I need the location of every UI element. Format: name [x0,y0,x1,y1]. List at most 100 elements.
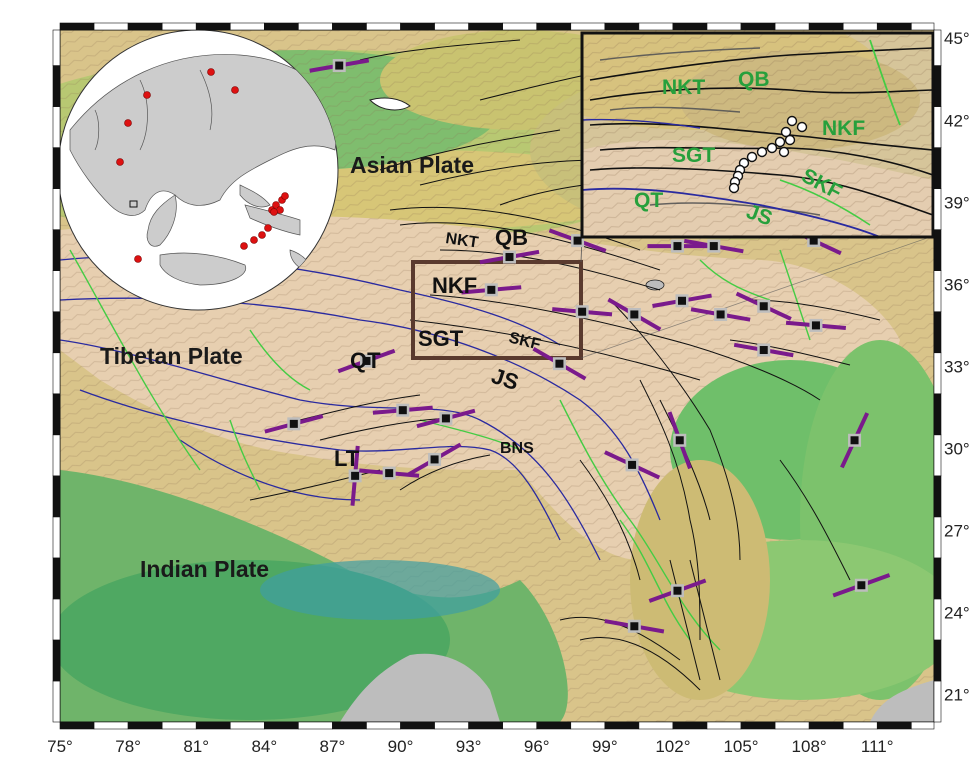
frame-segment-right [933,147,942,189]
frame-segment-left [52,516,61,559]
green-fault-lines [69,249,811,651]
qb-label: QB [495,225,528,250]
frame-segment-top [332,22,367,31]
station-marker [809,236,818,245]
station-marker [505,253,514,262]
station-2 [479,249,540,265]
frame-segment-right [933,106,942,148]
frame-segment-left [52,65,61,107]
frame-segment-left [52,147,61,189]
frame-segment-top [740,22,776,31]
station-23 [604,450,661,480]
frame-segment-bottom [536,721,572,730]
frame-segment-top [536,22,572,31]
frame-segment-bottom [910,721,935,730]
frame-segment-top [434,22,469,31]
frame-segment-top [502,22,538,31]
inset-stations [728,115,808,194]
station-marker [716,310,725,319]
frame-segment-bottom [195,721,231,730]
frame-segment-left [52,475,61,518]
station-21 [348,445,362,506]
station-28 [832,573,891,598]
frame-segment-left [52,639,61,682]
station-24 [667,411,692,470]
nkf-label: NKF [432,273,477,298]
station-19 [416,408,476,429]
station-marker [555,359,564,368]
frame-segment-bottom [502,721,538,730]
station-marker [673,586,682,595]
frame-segment-left [52,270,61,313]
station-marker [678,296,687,305]
frame-segment-right [933,188,942,230]
frame-segment-bottom [59,721,95,730]
frame-segment-bottom [774,721,810,730]
lon-tick-label: 105° [723,737,758,756]
station-3 [461,283,522,297]
lon-tick-label: 78° [115,737,141,756]
station-26 [648,578,707,603]
frame-segment-right [933,557,942,600]
frame-segment-bottom [842,721,878,730]
frame-segment-left [52,106,61,148]
station-marker [759,346,768,355]
station-14 [733,342,794,358]
frame-segment-top [264,22,299,31]
frame-segment-bottom [638,721,674,730]
station-16 [532,346,587,381]
lat-tick-label: 24° [944,604,970,623]
frame-segment-top [93,22,129,31]
lon-tick-label: 93° [456,737,482,756]
station-10 [652,293,712,308]
lon-tick-label: 96° [524,737,550,756]
frame-segment-top [876,22,912,31]
lat-tick-label: 36° [944,275,970,294]
frame-segment-right [933,270,942,313]
station-11 [690,307,751,322]
tibetan-plate-label: Tibetan Plate [100,343,243,369]
frame-segment-bottom [434,721,469,730]
station-1 [309,58,370,73]
frame-segment-top [570,22,606,31]
frame-segment-right [933,229,942,271]
globe-event-dots [116,68,289,263]
frame-segment-bottom [400,721,435,730]
frame-segment-left [52,434,61,477]
station-marker [759,302,768,311]
frame-segment-bottom [808,721,844,730]
lat-tick-label: 21° [944,686,970,705]
frame-segment-left [52,393,61,436]
nkt-label: NKT [444,230,479,251]
station-15 [337,348,396,374]
frame-segment-left [52,311,61,354]
frame-segment-top [706,22,742,31]
lat-tick-label: 30° [944,439,970,458]
qt-label: QT [350,348,381,373]
frame-segment-right [933,352,942,395]
frame-segment-top [774,22,810,31]
frame-segment-bottom [706,721,742,730]
frame-segment-bottom [229,721,265,730]
inset-sgt-label: SGT [672,144,715,167]
frame-segment-top [468,22,503,31]
station-marker [398,406,407,415]
station-5 [647,239,708,253]
frame-segment-right [933,680,942,723]
frame-segment-top [229,22,265,31]
lat-tick-label: 45° [944,29,970,48]
frame-segment-right [933,393,942,436]
frame-segment-bottom [468,721,503,730]
lon-tick-label: 87° [320,737,346,756]
station-marker [385,469,394,478]
frame-segment-bottom [161,721,197,730]
frame-segment-right [933,598,942,641]
frame-segment-top [672,22,708,31]
frame-segment-bottom [298,721,333,730]
station-13 [785,318,847,332]
frame-segment-top [298,22,333,31]
frame-segment-bottom [127,721,163,730]
lon-tick-label: 102° [655,737,690,756]
frame-segment-left [52,680,61,723]
